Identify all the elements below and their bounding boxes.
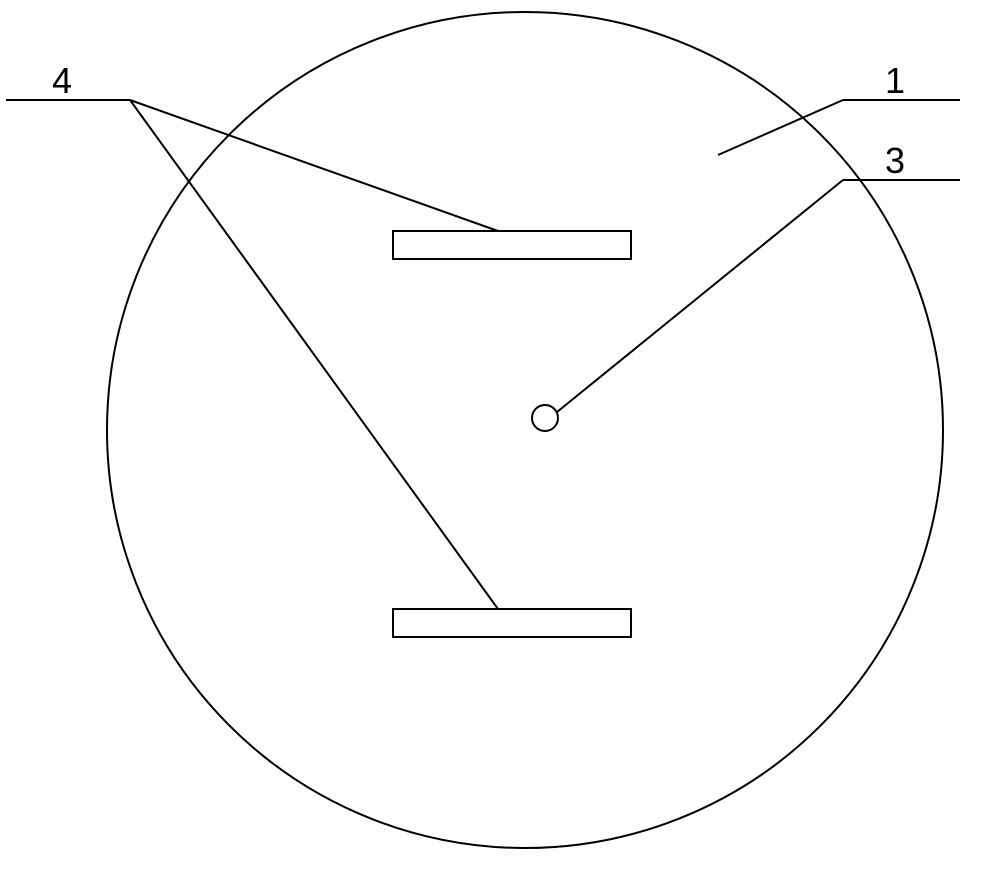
center-circle xyxy=(532,405,558,431)
leader-1 xyxy=(718,100,843,155)
slot-top xyxy=(393,231,631,259)
slot-bottom xyxy=(393,609,631,637)
leader-4-bottom xyxy=(130,100,498,609)
leader-3 xyxy=(557,180,843,412)
leader-4-top xyxy=(130,100,498,231)
diagram-canvas: 4 1 3 xyxy=(0,0,1000,875)
label-3-text: 3 xyxy=(885,140,905,181)
label-4-text: 4 xyxy=(52,60,72,101)
label-1-text: 1 xyxy=(885,60,905,101)
